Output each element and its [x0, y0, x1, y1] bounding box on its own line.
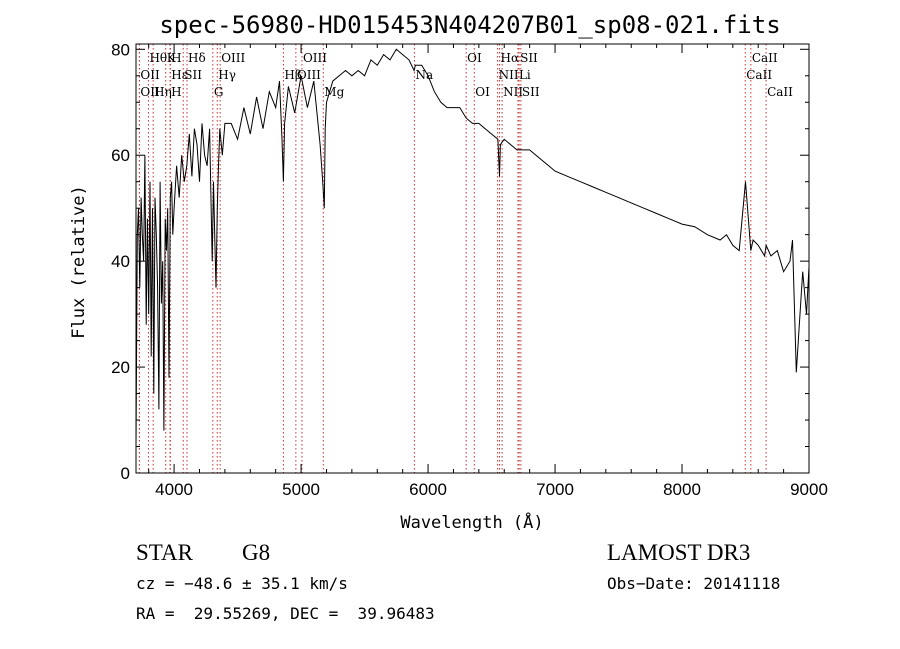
survey-name: LAMOST DR3 [607, 540, 751, 565]
line-label: SII [184, 68, 202, 82]
x-tick-label: 8000 [663, 480, 701, 499]
object-class: STAR [136, 540, 193, 565]
y-tick-label: 80 [111, 40, 130, 59]
y-tick-label: 0 [121, 464, 130, 483]
line-label: G [214, 85, 224, 99]
x-axis-label: Wavelength (Å) [400, 511, 543, 533]
line-label: Hα [501, 51, 520, 65]
line-label: SII [522, 85, 540, 99]
line-label: Li [519, 68, 531, 82]
plot-frame [135, 43, 810, 474]
spectral-line-markers [138, 44, 767, 473]
x-tick-label: 7000 [536, 480, 574, 499]
x-axis-ticks: 4000 5000 6000 7000 8000 9000 [148, 44, 828, 499]
line-label: OIII [221, 51, 245, 65]
y-tick-label: 20 [111, 358, 130, 377]
ra-dec: RA = 29.55269, DEC = 39.96483 [136, 604, 435, 623]
line-label: CaII [752, 51, 778, 65]
line-label: K [167, 51, 177, 65]
line-label: NII [503, 85, 523, 99]
y-axis-label: Flux (relative) [69, 185, 89, 339]
x-tick-label: 9000 [790, 480, 828, 499]
line-label: Hδ [188, 51, 206, 65]
line-label: OII [140, 68, 160, 82]
line-label: OI [475, 85, 490, 99]
line-label: OIII [303, 51, 327, 65]
line-label: SII [520, 51, 538, 65]
y-axis-ticks: 0 20 40 60 80 [111, 40, 809, 483]
line-label: Hη [154, 85, 172, 99]
line-label: H [171, 85, 181, 99]
line-label: OII [140, 85, 160, 99]
line-label: Na [415, 68, 433, 82]
observation-date: Obs−Date: 20141118 [607, 574, 781, 593]
line-label: H [171, 51, 181, 65]
y-tick-label: 60 [111, 146, 130, 165]
line-label: CaII [746, 68, 772, 82]
line-label: Hγ [218, 68, 236, 82]
line-label: Hε [171, 68, 188, 82]
x-tick-label: 6000 [409, 480, 447, 499]
line-label: Hθ [149, 51, 167, 65]
object-subclass: G8 [242, 540, 271, 565]
line-label: Hβ [284, 68, 301, 82]
line-label: OI [467, 51, 482, 65]
line-label: Mg [324, 85, 344, 99]
line-label: CaII [767, 85, 793, 99]
line-label: NII [499, 68, 519, 82]
spectrum-line [135, 48, 810, 447]
x-tick-label: 5000 [282, 480, 320, 499]
y-tick-label: 40 [111, 252, 130, 271]
redshift-cz: cz = −48.6 ± 35.1 km/s [136, 574, 348, 593]
x-tick-label: 4000 [155, 480, 193, 499]
chart-title: spec-56980-HD015453N404207B01_sp08-021.f… [159, 11, 780, 39]
line-label: OIII [297, 68, 321, 82]
